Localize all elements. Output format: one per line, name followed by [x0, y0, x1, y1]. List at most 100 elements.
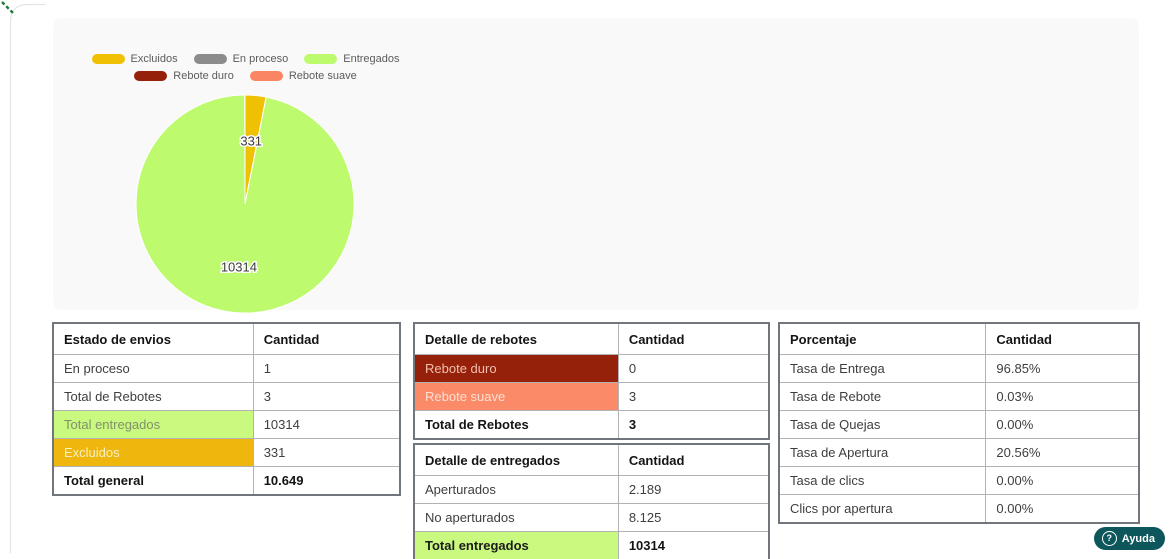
table-header-cell: Cantidad: [617, 322, 770, 355]
legend-item-en-proceso[interactable]: En proceso: [193, 53, 289, 65]
legend-row: Excluidos En proceso Entregados: [84, 53, 408, 65]
table-header-row: Estado de envios Cantidad: [52, 322, 401, 355]
table-cell-label: Total entregados: [52, 410, 254, 439]
table-cell-label: Tasa de Rebote: [778, 382, 987, 411]
table-header-cell: Detalle de entregados: [413, 443, 619, 476]
table-cell-label: Aperturados: [413, 475, 619, 504]
card-border-line: [9, 3, 46, 553]
help-button-label: Ayuda: [1121, 532, 1155, 545]
pie-data-label: 10314: [221, 259, 257, 274]
table-row-tasa-de-rebote: Tasa de Rebote 0.03%: [778, 382, 1140, 411]
table-cell-label: No aperturados: [413, 503, 619, 532]
table-cell-label: Total general: [52, 466, 254, 496]
table-row-total-de-rebotes: Total de Rebotes 3: [413, 410, 770, 440]
question-circle-icon: ?: [1101, 531, 1117, 546]
table-cell-value: 0.00%: [985, 466, 1140, 495]
legend-label: Excluidos: [130, 53, 178, 65]
legend-label: Rebote suave: [288, 70, 357, 82]
table-header-cell: Cantidad: [985, 322, 1140, 355]
table-row-no-aperturados: No aperturados 8.125: [413, 503, 770, 532]
table-row-total-entregados: Total entregados 10314: [413, 531, 770, 559]
table-cell-value: 0.03%: [985, 382, 1140, 411]
data-table-porcentaje: Porcentaje Cantidad Tasa de Entrega 96.85% T…: [778, 322, 1140, 524]
table-cell-value: 1: [252, 354, 401, 383]
table-cell-label: Excluidos: [52, 438, 254, 467]
legend-swatch: [304, 54, 338, 64]
help-button[interactable]: ? Ayuda: [1093, 527, 1165, 550]
table-cell-label: Tasa de clics: [778, 466, 987, 495]
table-cell-value: 96.85%: [985, 354, 1140, 383]
table-cell-value: 20.56%: [985, 438, 1140, 467]
table-header-cell: Estado de envios: [52, 322, 254, 355]
table-row-clics-por-apertura: Clics por apertura 0.00%: [778, 494, 1140, 524]
table-cell-label: Tasa de Entrega: [778, 354, 987, 383]
table-cell-label: Tasa de Apertura: [778, 438, 987, 467]
table-header-cell: Cantidad: [252, 322, 401, 355]
legend-item-excluidos[interactable]: Excluidos: [91, 53, 178, 65]
table-cell-value: 8.125: [617, 503, 770, 532]
table-row-total-entregados: Total entregados 10314: [52, 410, 401, 439]
table-row-excluidos: Excluidos 331: [52, 438, 401, 467]
table-header-row: Detalle de entregados Cantidad: [413, 443, 770, 476]
chart-legend: Excluidos En proceso Entregados Rebote duro…: [73, 53, 418, 82]
data-table-detalle-de-entregados: Detalle de entregados Cantidad Aperturados…: [413, 443, 770, 559]
legend-swatch: [193, 54, 227, 64]
table-header-row: Porcentaje Cantidad: [778, 322, 1140, 355]
legend-label: Rebote duro: [173, 70, 234, 82]
table-row-total-general: Total general 10.649: [52, 466, 401, 496]
table-cell-value: 2.189: [617, 475, 770, 504]
pie-data-label: 331: [240, 134, 262, 149]
page-corner-border: [1, 1, 46, 553]
table-cell-label: Rebote duro: [413, 354, 619, 383]
table-row-aperturados: Aperturados 2.189: [413, 475, 770, 504]
legend-swatch: [249, 71, 283, 81]
table-header-cell: Porcentaje: [778, 322, 987, 355]
table-estado-de-envios: Estado de envios Cantidad En proceso 1 Total…: [52, 322, 401, 496]
table-header-cell: Cantidad: [617, 443, 770, 476]
table-detalle-de-entregados: Detalle de entregados Cantidad Aperturados…: [413, 443, 770, 559]
table-row-total-de-rebotes: Total de Rebotes 3: [52, 382, 401, 411]
legend-swatch: [91, 54, 125, 64]
table-cell-value: 331: [252, 438, 401, 467]
table-cell-label: Rebote suave: [413, 382, 619, 411]
table-cell-value: 3: [617, 382, 770, 411]
legend-item-rebote-suave[interactable]: Rebote suave: [249, 70, 357, 82]
table-cell-label: Total entregados: [413, 531, 619, 559]
table-cell-label: Tasa de Quejas: [778, 410, 987, 439]
table-row-rebote-duro: Rebote duro 0: [413, 354, 770, 383]
table-cell-value: 10.649: [252, 466, 401, 496]
table-cell-value: 0: [617, 354, 770, 383]
table-cell-label: Total de Rebotes: [413, 410, 619, 440]
table-header-row: Detalle de rebotes Cantidad: [413, 322, 770, 355]
data-table-detalle-de-rebotes: Detalle de rebotes Cantidad Rebote duro 0 Re…: [413, 322, 770, 440]
legend-row: Rebote duro Rebote suave: [126, 70, 364, 82]
table-cell-label: Clics por apertura: [778, 494, 987, 524]
table-porcentaje: Porcentaje Cantidad Tasa de Entrega 96.85% T…: [778, 322, 1140, 524]
table-row-tasa-de-apertura: Tasa de Apertura 20.56%: [778, 438, 1140, 467]
legend-item-entregados[interactable]: Entregados: [304, 53, 400, 65]
table-header-cell: Detalle de rebotes: [413, 322, 619, 355]
pie-chart[interactable]: 331 10314: [135, 94, 355, 314]
table-row-tasa-de-entrega: Tasa de Entrega 96.85%: [778, 354, 1140, 383]
table-cell-value: 3: [617, 410, 770, 440]
table-cell-value: 0.00%: [985, 494, 1140, 524]
table-cell-value: 10314: [252, 410, 401, 439]
table-row-tasa-de-clics: Tasa de clics 0.00%: [778, 466, 1140, 495]
table-cell-label: En proceso: [52, 354, 254, 383]
legend-swatch: [134, 71, 168, 81]
data-table-estado-de-envios: Estado de envios Cantidad En proceso 1 Total…: [52, 322, 401, 496]
table-detalle-de-rebotes: Detalle de rebotes Cantidad Rebote duro 0 Re…: [413, 322, 770, 440]
table-row-rebote-suave: Rebote suave 3: [413, 382, 770, 411]
table-cell-value: 3: [252, 382, 401, 411]
legend-label: En proceso: [232, 53, 289, 65]
legend-item-rebote-duro[interactable]: Rebote duro: [134, 70, 234, 82]
chart-panel: Excluidos En proceso Entregados Rebote duro…: [53, 18, 1139, 314]
corner-squiggle-decoration: [1, 1, 14, 14]
table-row-en-proceso: En proceso 1: [52, 354, 401, 383]
table-cell-value: 0.00%: [985, 410, 1140, 439]
legend-label: Entregados: [343, 53, 400, 65]
table-row-tasa-de-quejas: Tasa de Quejas 0.00%: [778, 410, 1140, 439]
table-cell-label: Total de Rebotes: [52, 382, 254, 411]
table-cell-value: 10314: [617, 531, 770, 559]
